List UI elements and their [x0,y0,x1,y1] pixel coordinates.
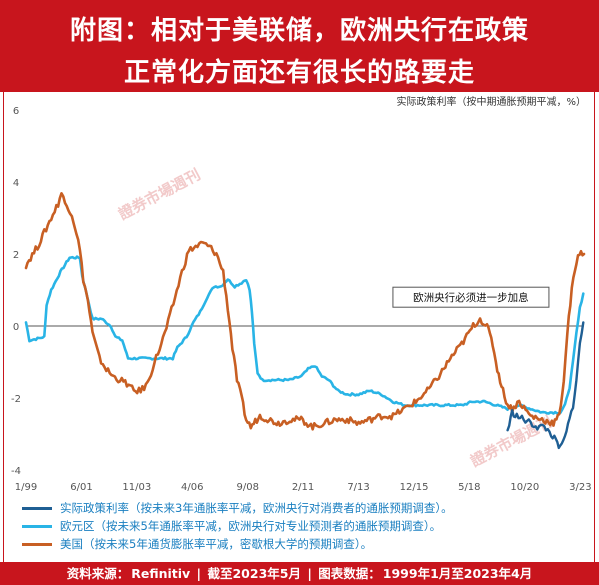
series-layer [24,192,586,450]
y-tick-label: 2 [13,250,19,261]
y-tick-label: 0 [13,322,19,333]
footer-sep: | [302,566,317,581]
source-value: Refinitiv [131,566,191,581]
data-range-label: 图表数据： [318,566,381,581]
y-tick-label: 4 [13,178,19,189]
chart-title: 实际政策利率（按中期通胀预期平减，%） [396,95,586,108]
x-tick-label: 12/15 [400,482,429,493]
x-tick-label: 6/01 [70,482,92,493]
headline-line-1: 附图：相对于美联储，欧洲央行在政策 [69,16,529,46]
annotation-rect [392,286,550,308]
x-tick-label: 1/99 [15,482,37,493]
annotation-box: 欧洲央行必须进一步加息 [392,286,550,308]
header-banner: 附图：相对于美联储，欧洲央行在政策 正常化方面还有很长的路要走 [0,0,599,92]
series-line-real-policy-rate [506,321,585,450]
y-tick-label: 6 [13,106,19,117]
x-tick-label: 7/13 [347,482,369,493]
x-axis: 1/99 6/01 11/03 4/06 9/08 2/11 7/13 12/15 5/18 10… [15,482,592,493]
legend-label-us: 美国（按未来5年通货膨胀率平减，密歇根大学的预期调查）。 [60,537,373,551]
source-label: 资料来源： [66,566,130,581]
annotation-text: 欧洲央行必须进一步加息 [413,291,529,304]
watermark-text: 證券市場週刊 [115,165,203,223]
x-tick-label: 5/18 [458,482,480,493]
headline-line-2: 正常化方面还有很长的路要走 [123,58,475,88]
footer-banner: 资料来源： Refinitiv | 截至2023年5月 | 图表数据： 1999年1… [0,562,599,585]
legend-label-real-policy-rate: 实际政策利率（按未来3年通胀率平减，欧洲央行对消费者的通胀预期调查）。 [60,501,453,515]
x-tick-label: 3/23 [569,482,591,493]
series-line-us [24,192,586,431]
footer-sep: | [192,566,206,581]
data-range-value: 1999年1月至2023年4月 [382,566,533,581]
x-tick-label: 9/08 [237,482,259,493]
y-tick-label: -4 [11,466,21,477]
legend-swatch-real-policy-rate [22,507,52,510]
legend-swatch-us [22,543,52,546]
x-tick-label: 10/20 [510,482,539,493]
plot-panel: 證券市場週刊 證券市場週刊 实际政策利率（按中期通胀预期平减，%） -4 -2 0 2 4… [3,92,595,562]
cutoff-label: 截至2023年5月 [207,566,301,581]
y-tick-label: -2 [11,394,21,405]
legend-swatch-euro-area [22,525,52,528]
y-axis: -4 -2 0 2 4 6 [11,106,21,477]
x-tick-label: 11/03 [122,482,151,493]
series-line-euro-area [24,255,585,415]
x-tick-label: 4/06 [181,482,203,493]
x-tick-label: 2/11 [292,482,314,493]
legend-label-euro-area: 欧元区（按未来5年通胀率平减，欧洲央行对专业预测者的通胀预期调查）。 [60,519,442,533]
